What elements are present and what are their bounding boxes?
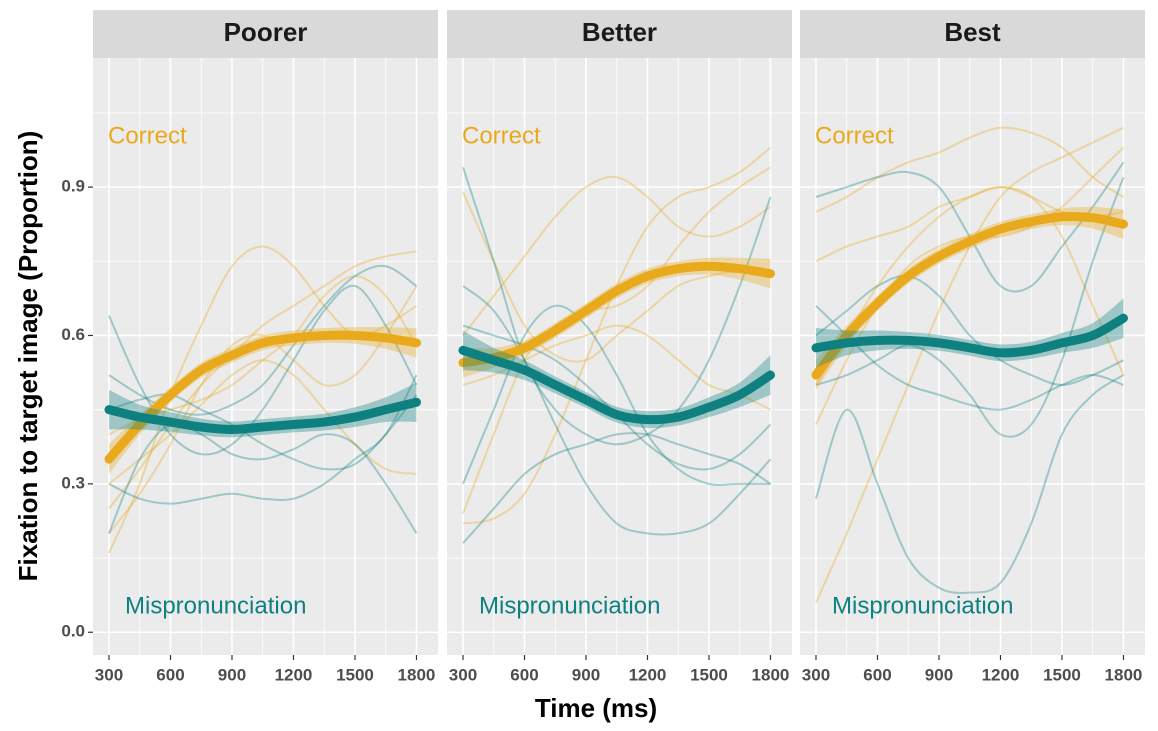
individual-line [462, 191, 771, 363]
confidence-band [462, 330, 771, 429]
individual-line [108, 422, 418, 534]
individual-line [108, 285, 418, 534]
x-tick-label: 1200 [982, 665, 1020, 684]
panel-title: Best [944, 17, 1001, 47]
trend-line [811, 313, 1128, 358]
x-tick-label: 1500 [336, 665, 374, 684]
individual-line [108, 359, 417, 485]
panel-title: Poorer [224, 17, 308, 47]
individual-line [108, 393, 418, 471]
strip [447, 10, 792, 58]
panel-background [93, 58, 438, 655]
series-label: Correct [108, 122, 187, 149]
x-tick-label: 1500 [1043, 665, 1081, 684]
x-tick-label: 1500 [690, 665, 728, 684]
series-label: Mispronunciation [479, 592, 660, 619]
x-tick-label: 900 [925, 665, 953, 684]
y-tick-label: 0.3 [61, 473, 85, 492]
x-tick-label: 300 [95, 665, 123, 684]
y-axis-title: Fixation to target image (Proportion) [13, 131, 43, 582]
individual-line [108, 250, 417, 510]
x-tick-label: 900 [572, 665, 600, 684]
series-label: Mispronunciation [125, 592, 306, 619]
x-axis-title: Time (ms) [535, 693, 657, 723]
x-tick-label: 1200 [275, 665, 313, 684]
y-tick-label: 0.9 [61, 177, 85, 196]
trend-line [458, 261, 775, 368]
trend-line [458, 345, 775, 425]
individual-line [462, 166, 772, 446]
x-tick-label: 300 [802, 665, 830, 684]
strip [800, 10, 1145, 58]
individual-line [815, 176, 1125, 438]
x-tick-label: 600 [863, 665, 891, 684]
x-tick-label: 1800 [1105, 665, 1143, 684]
y-tick-label: 0.0 [61, 622, 85, 641]
individual-line [108, 275, 418, 436]
series-label: Mispronunciation [832, 592, 1013, 619]
individual-line [815, 274, 1124, 386]
plot-area [811, 126, 1128, 603]
individual-line [815, 161, 1125, 293]
individual-line [815, 146, 1125, 425]
individual-line [815, 126, 1124, 603]
individual-line [815, 186, 1125, 386]
individual-line [108, 374, 418, 505]
trend-line [811, 211, 1128, 380]
panel-background [800, 58, 1145, 655]
individual-line [462, 166, 772, 514]
plot-area [104, 245, 421, 554]
x-tick-label: 300 [449, 665, 477, 684]
series-label: Correct [815, 122, 894, 149]
individual-line [815, 374, 1125, 595]
x-tick-label: 600 [510, 665, 538, 684]
trend-line [104, 330, 421, 464]
individual-line [462, 432, 772, 544]
individual-line [462, 175, 772, 337]
x-tick-label: 1800 [752, 665, 790, 684]
plot-area [458, 146, 775, 544]
strip [93, 10, 438, 58]
series-label: Correct [462, 122, 541, 149]
panel-title: Better [582, 17, 657, 47]
x-tick-label: 1800 [398, 665, 436, 684]
individual-line [815, 126, 1125, 213]
x-tick-label: 1200 [629, 665, 667, 684]
trend-line [104, 397, 421, 434]
individual-line [815, 305, 1124, 411]
x-tick-label: 600 [156, 665, 184, 684]
x-tick-label: 900 [218, 665, 246, 684]
y-tick-label: 0.6 [61, 325, 85, 344]
